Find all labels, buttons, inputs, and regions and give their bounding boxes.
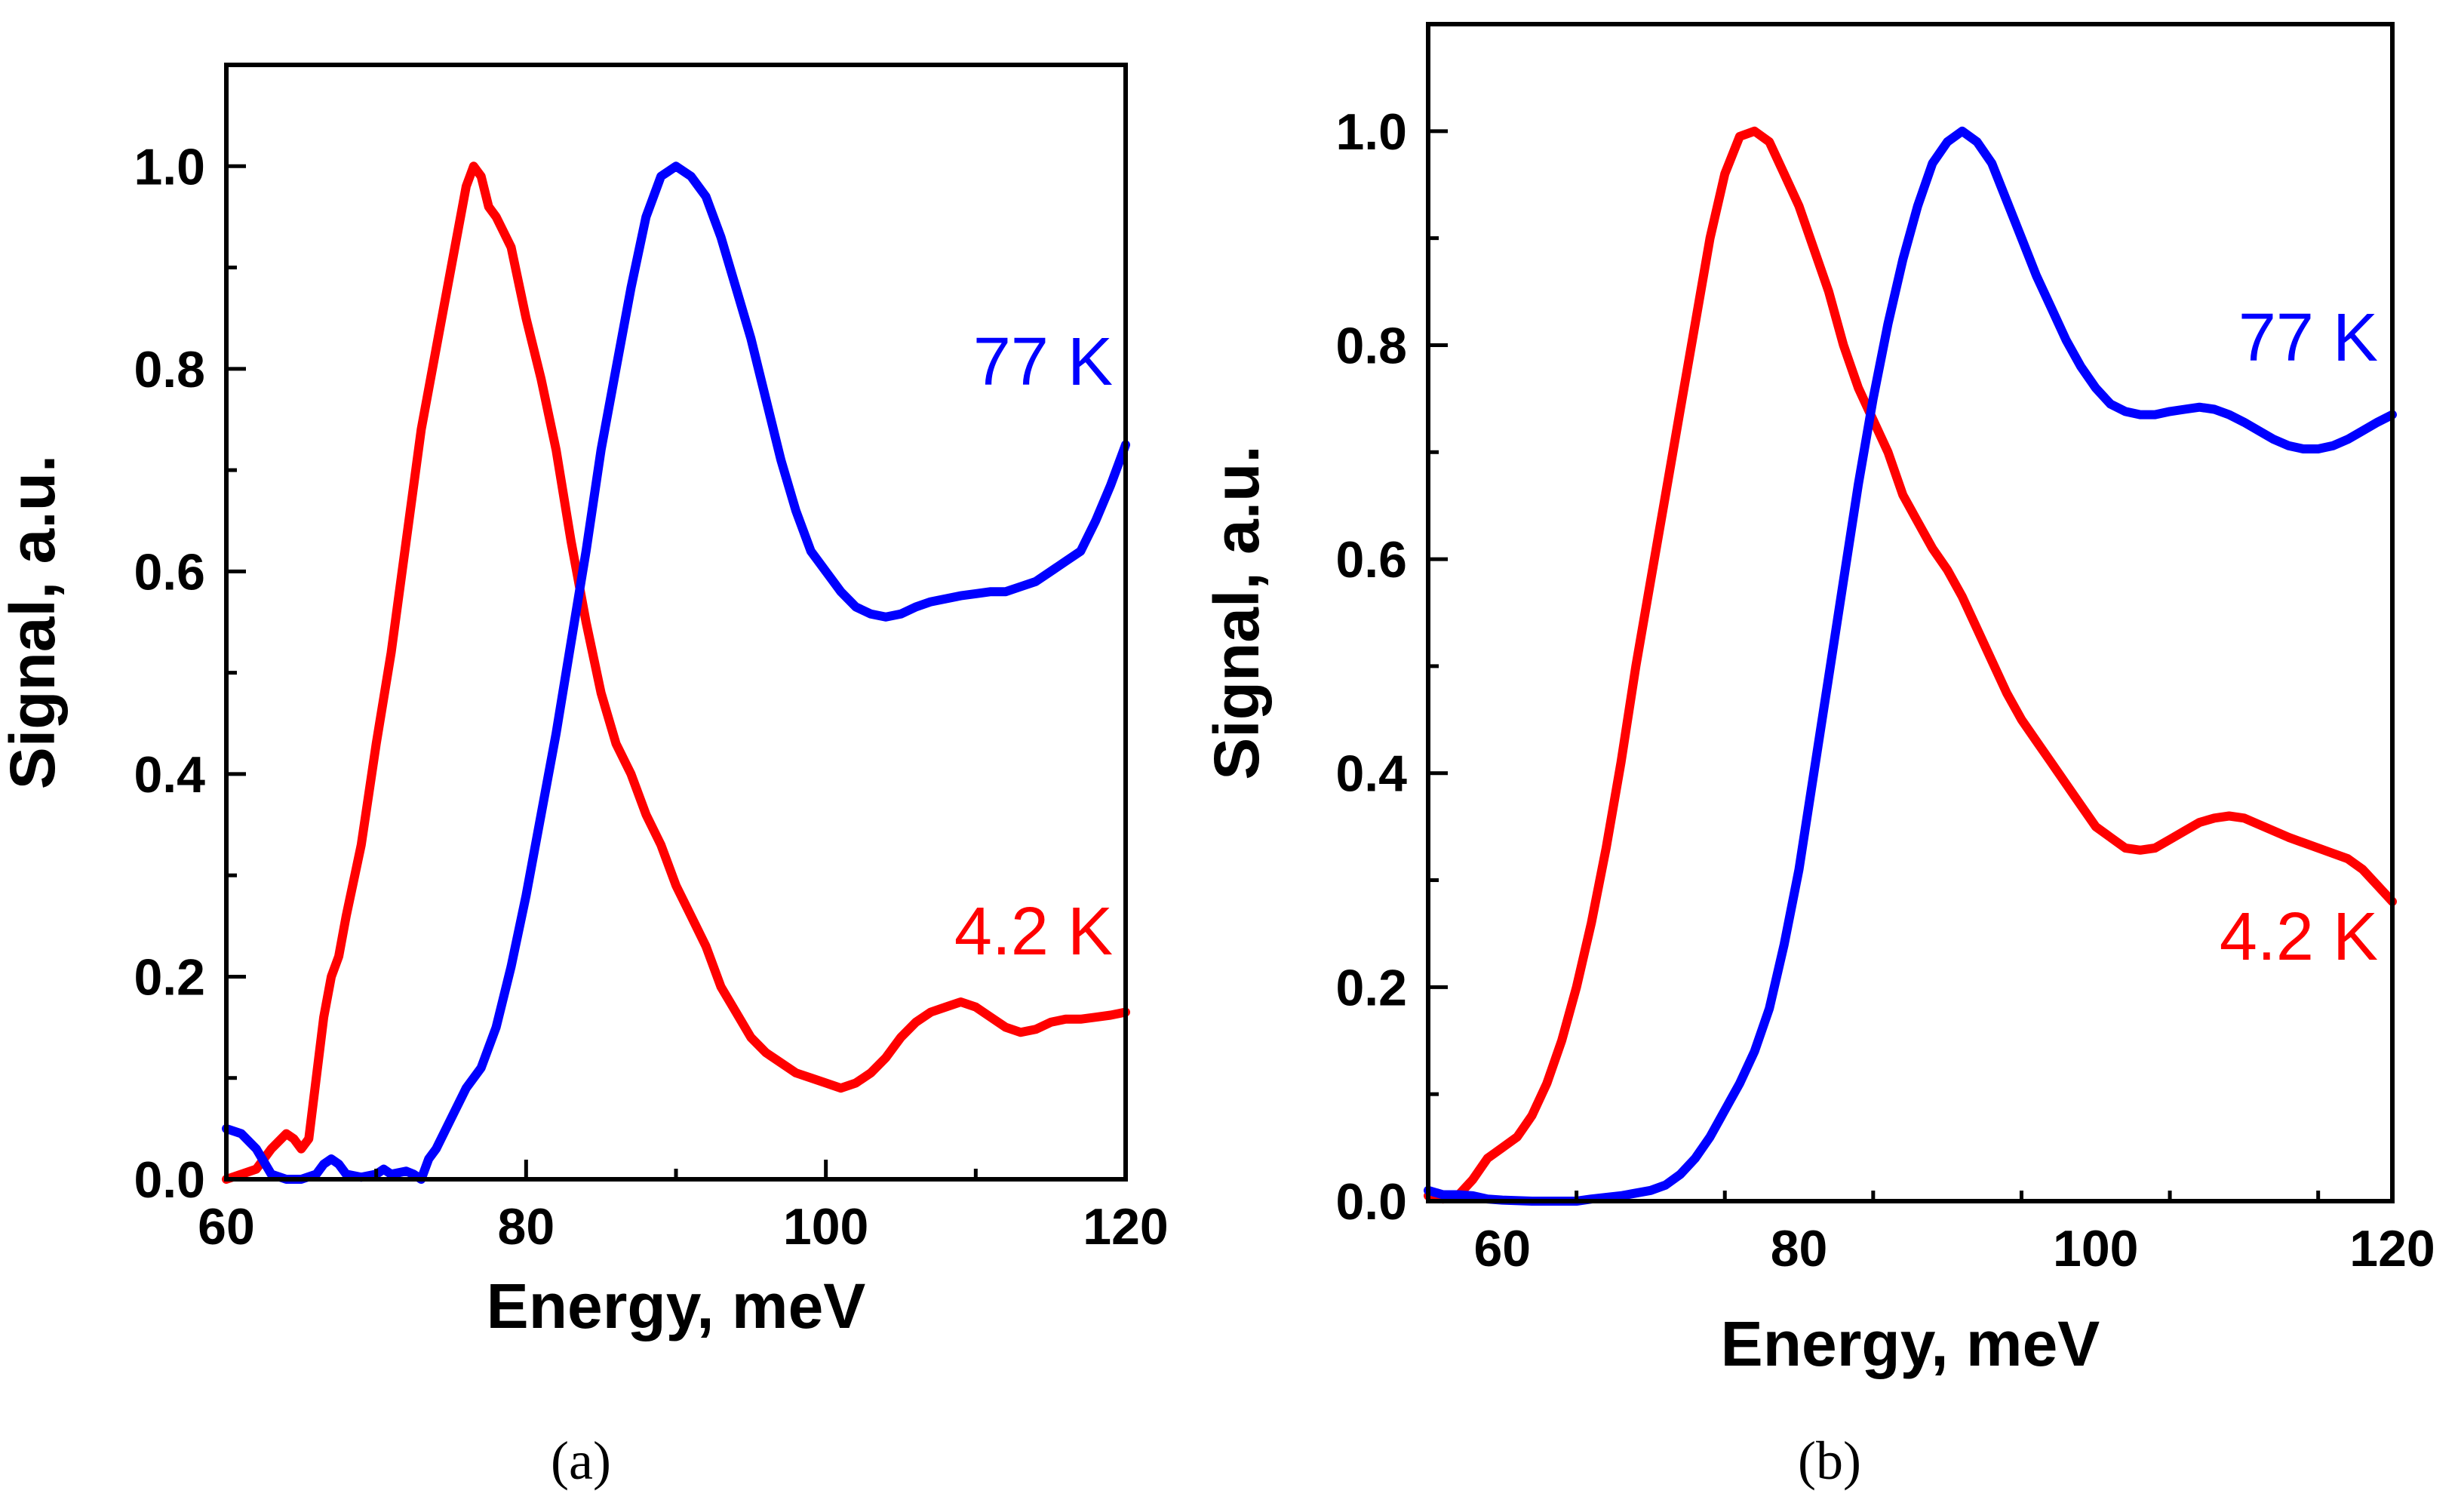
series-line-4-2-k (1424, 126, 2397, 1204)
x-tick-label: 80 (498, 1198, 555, 1255)
x-tick-label: 60 (198, 1198, 255, 1255)
y-tick-label: 0.2 (1335, 959, 1407, 1016)
x-tick-label: 100 (783, 1198, 868, 1255)
y-tick-label: 0.0 (1335, 1173, 1407, 1231)
panel-caption: (a) (551, 1431, 611, 1491)
y-tick-label: 0.8 (134, 341, 205, 398)
series-line-77-k (1424, 126, 2397, 1206)
plot-frame (1426, 22, 2395, 1203)
x-axis-title: Energy, meV (1721, 1308, 2100, 1379)
series-label-4-2k: 4.2 K (954, 894, 1113, 970)
x-tick-label: 120 (1083, 1198, 1168, 1255)
series-line-4-2-k (222, 161, 1130, 1184)
y-tick-label: 0.6 (134, 543, 205, 601)
x-tick-label: 60 (1473, 1220, 1531, 1277)
y-tick-label: 0.8 (1335, 317, 1407, 374)
y-tick-label: 0.6 (1335, 531, 1407, 589)
panel-caption: (b) (1798, 1431, 1861, 1491)
x-axis-title: Energy, meV (487, 1271, 866, 1341)
x-tick-label: 100 (2053, 1220, 2138, 1277)
y-axis-title: Signal, a.u. (0, 455, 68, 789)
x-tick-label: 80 (1771, 1220, 1828, 1277)
y-tick-label: 0.4 (1335, 745, 1407, 803)
y-tick-label: 1.0 (134, 138, 205, 195)
x-tick-label: 120 (2349, 1220, 2435, 1277)
y-tick-label: 0.2 (134, 948, 205, 1006)
y-tick-label: 0.0 (134, 1151, 205, 1209)
y-axis-title: Signal, a.u. (1201, 445, 1272, 779)
series-label-4-2k: 4.2 K (2220, 899, 2378, 975)
series-line-77-k (222, 161, 1130, 1184)
series-label-77k: 77 K (2238, 300, 2378, 376)
panel-b: 60 80 100 120 0.0 0.2 0.4 0.6 0.8 1.0 Energy, meV S… (1201, 22, 2435, 1491)
panel-a: 60 80 100 120 0.0 0.2 0.4 0.6 0.8 1.0 Energy, meV S… (0, 63, 1169, 1491)
y-tick-label: 1.0 (1335, 103, 1407, 161)
y-tick-label: 0.4 (134, 746, 205, 804)
series-label-77k: 77 K (973, 324, 1113, 400)
